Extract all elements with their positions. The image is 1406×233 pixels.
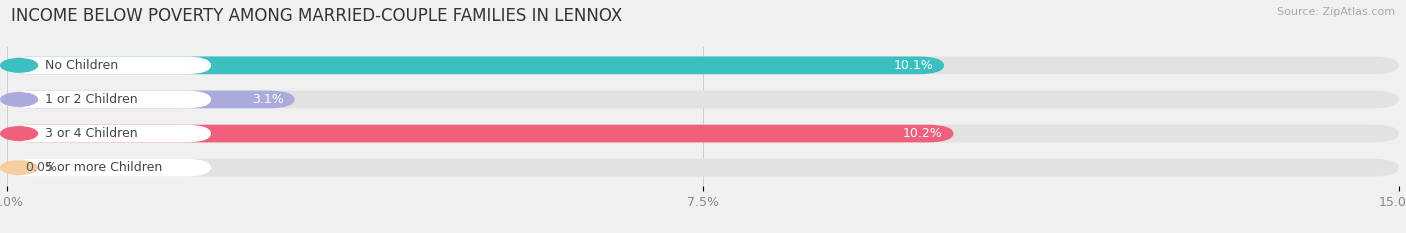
Text: 5 or more Children: 5 or more Children xyxy=(45,161,162,174)
Text: 10.2%: 10.2% xyxy=(903,127,942,140)
Circle shape xyxy=(1,59,38,72)
FancyBboxPatch shape xyxy=(7,159,1399,177)
Circle shape xyxy=(1,93,38,106)
Circle shape xyxy=(1,161,38,174)
FancyBboxPatch shape xyxy=(7,56,211,74)
FancyBboxPatch shape xyxy=(7,159,211,177)
Text: Source: ZipAtlas.com: Source: ZipAtlas.com xyxy=(1277,7,1395,17)
Text: No Children: No Children xyxy=(45,59,118,72)
FancyBboxPatch shape xyxy=(7,125,1399,142)
Text: 3 or 4 Children: 3 or 4 Children xyxy=(45,127,138,140)
FancyBboxPatch shape xyxy=(7,91,295,108)
FancyBboxPatch shape xyxy=(7,56,945,74)
Text: 0.0%: 0.0% xyxy=(25,161,58,174)
Circle shape xyxy=(1,127,38,140)
Text: INCOME BELOW POVERTY AMONG MARRIED-COUPLE FAMILIES IN LENNOX: INCOME BELOW POVERTY AMONG MARRIED-COUPL… xyxy=(11,7,623,25)
Text: 1 or 2 Children: 1 or 2 Children xyxy=(45,93,138,106)
FancyBboxPatch shape xyxy=(7,91,1399,108)
Text: 3.1%: 3.1% xyxy=(252,93,284,106)
FancyBboxPatch shape xyxy=(7,125,953,142)
FancyBboxPatch shape xyxy=(7,125,211,142)
FancyBboxPatch shape xyxy=(7,56,1399,74)
Text: 10.1%: 10.1% xyxy=(893,59,934,72)
FancyBboxPatch shape xyxy=(7,91,211,108)
